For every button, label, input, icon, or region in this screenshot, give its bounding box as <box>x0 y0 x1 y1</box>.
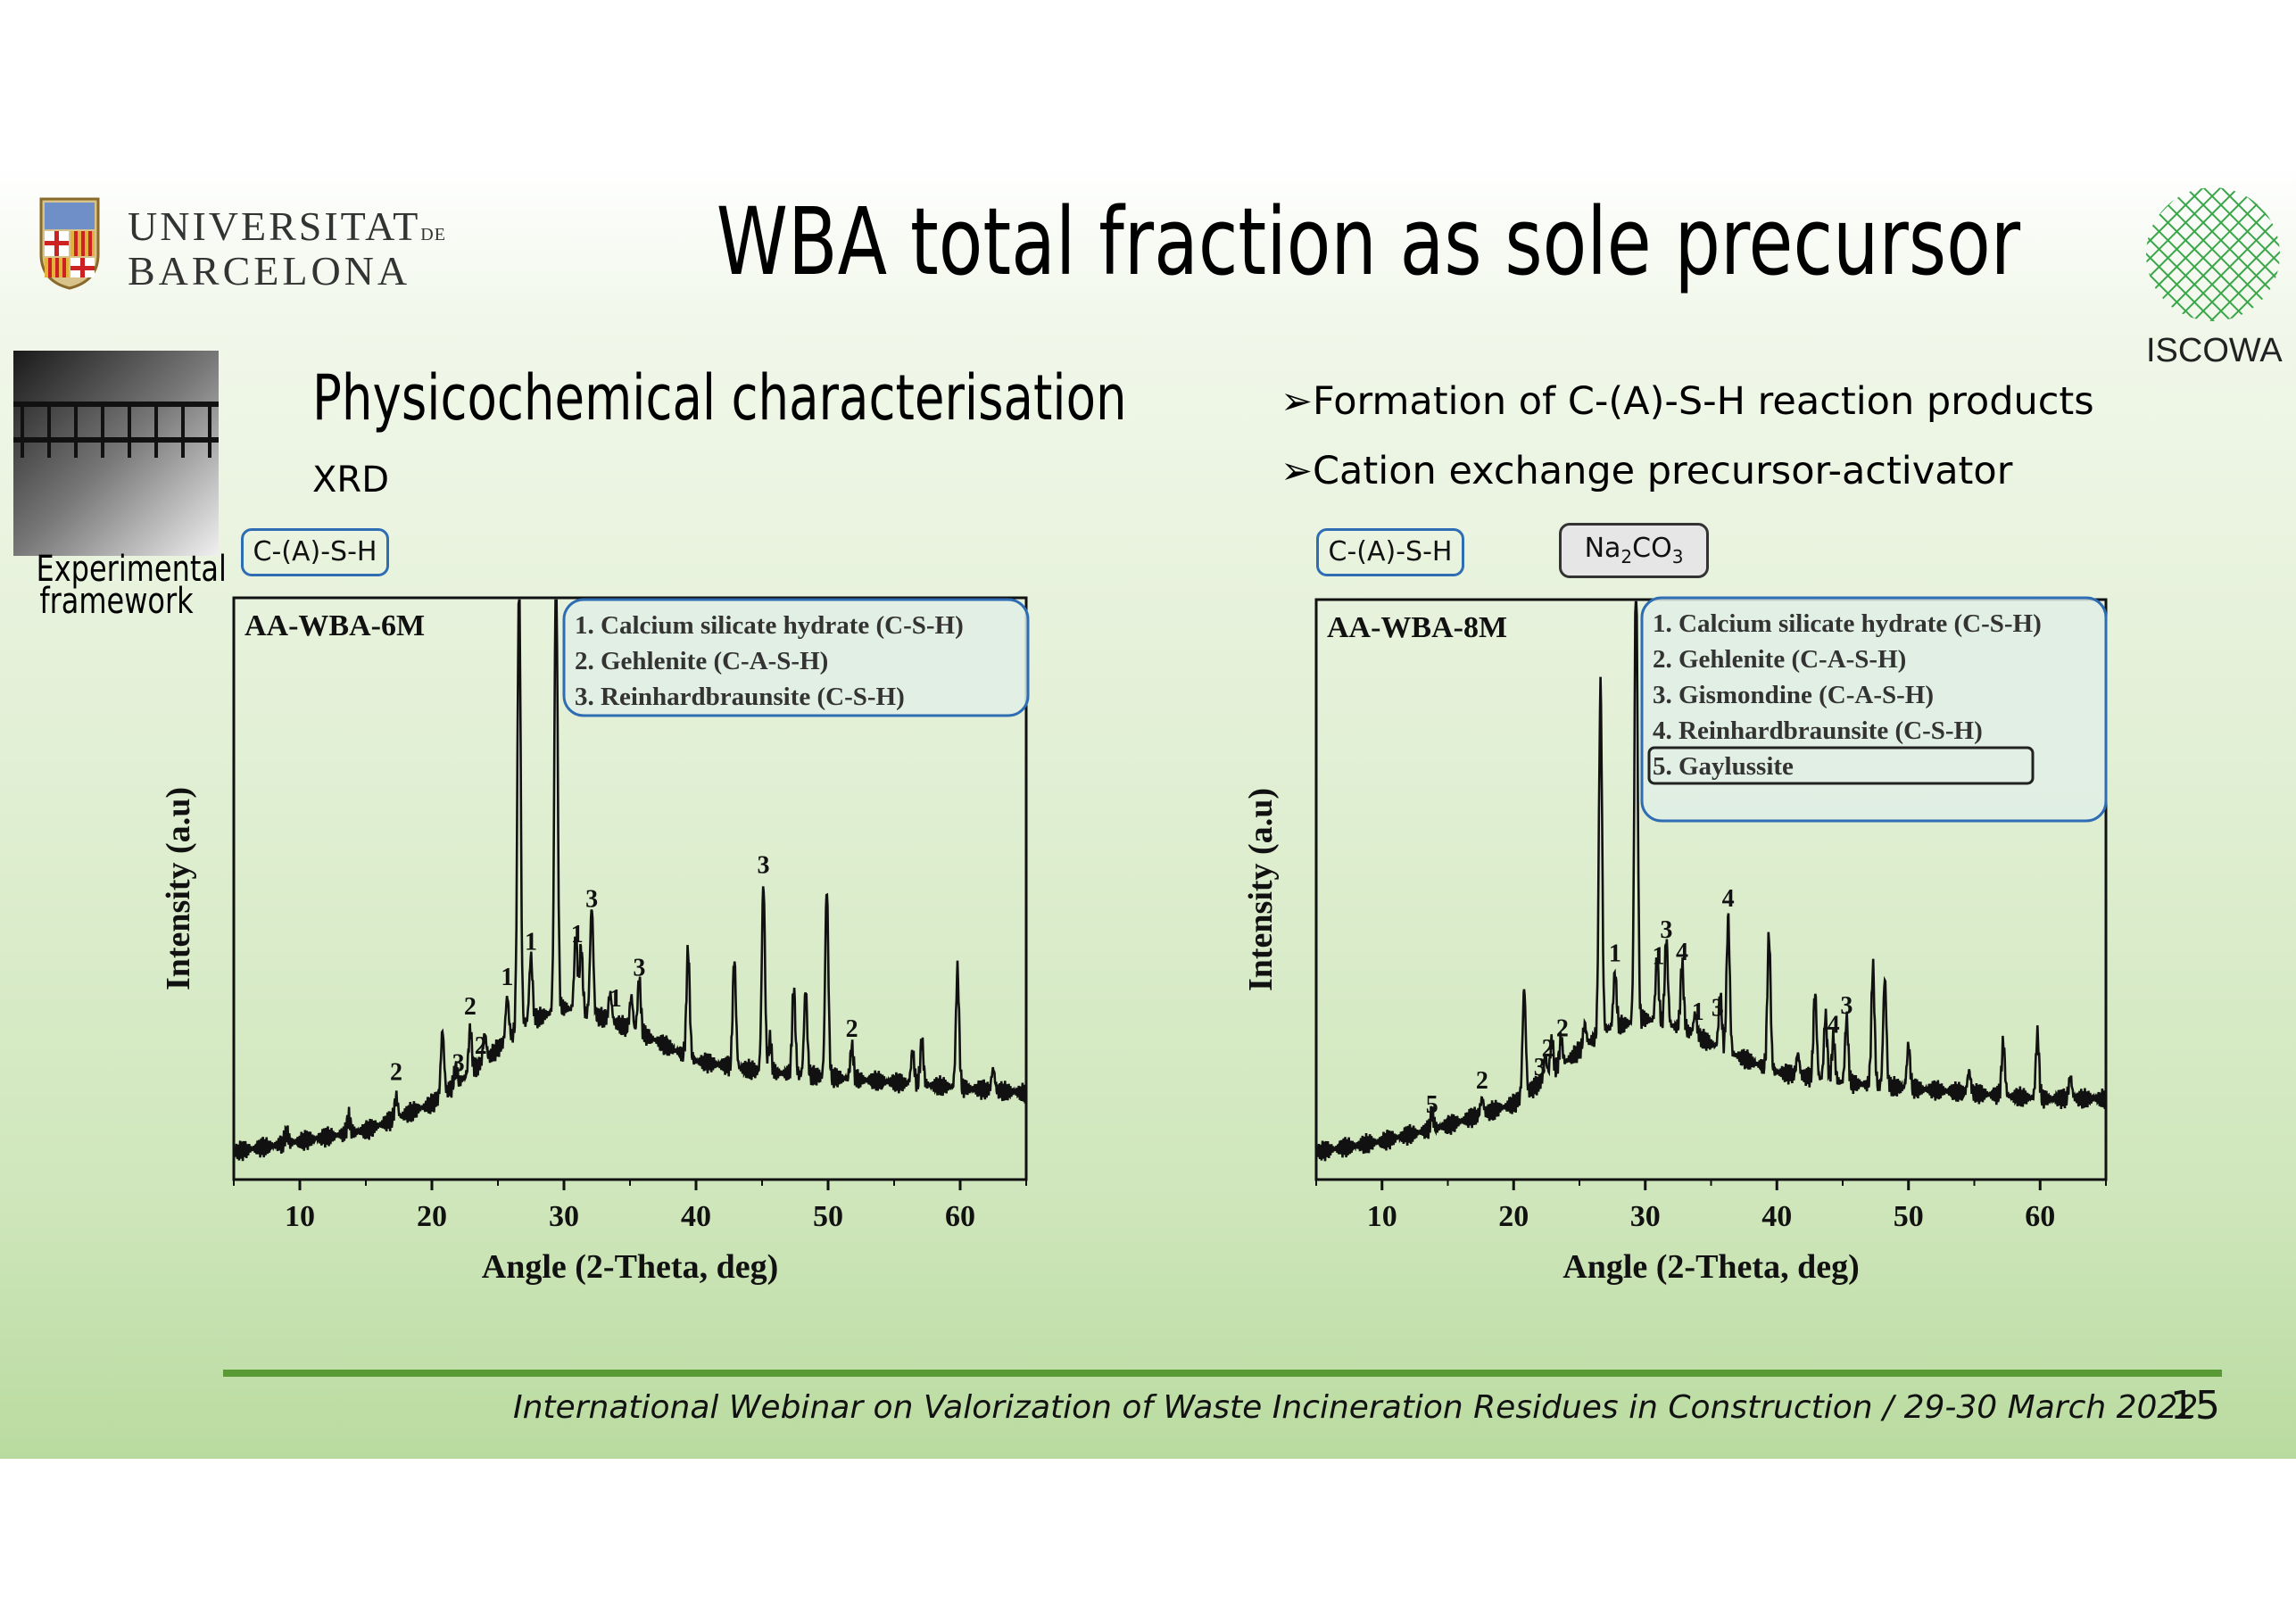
xrd-heading: XRD <box>312 460 389 501</box>
experimental-framework-image[interactable] <box>13 351 219 556</box>
peak-marker-label: 2 <box>846 1015 858 1043</box>
peak-marker-label: 2 <box>1476 1067 1488 1095</box>
xrd-chart-8m: 10 20 30 40 50 60 Angle (2-Theta, deg) Intensit… <box>1242 596 2108 1286</box>
peak-marker-label: 2 <box>390 1058 402 1086</box>
x-tick-label: 10 <box>285 1200 315 1233</box>
peak-marker-label: 2 <box>1542 1035 1554 1063</box>
university-logo: UNIVERSITATDE BARCELONA <box>34 192 445 299</box>
xrd-pattern-line <box>1314 600 2108 1162</box>
page-number: 15 <box>2170 1383 2220 1428</box>
sample-label: AA-WBA-6M <box>245 609 425 642</box>
peak-marker-label: 3 <box>452 1049 465 1077</box>
x-axis-label: Angle (2-Theta, deg) <box>482 1248 778 1286</box>
tag-na2co3: Na2CO3 <box>1559 523 1709 578</box>
legend-highlight-box <box>1647 746 2035 785</box>
x-axis-label: Angle (2-Theta, deg) <box>1562 1248 1859 1286</box>
legend-box <box>1640 596 2108 823</box>
bullet-cation-exchange: ➢Cation exchange precursor-activator <box>1281 449 2013 493</box>
xrd-chart-6m: 10 20 30 40 50 60 Angle (2-Theta, deg) Intensit… <box>161 596 1030 1286</box>
iscowa-label: ISCOWA <box>2146 332 2283 369</box>
y-axis-label: Intensity (a.u) <box>161 787 197 990</box>
x-tick-label: 40 <box>1761 1200 1792 1233</box>
bullet-formation: ➢Formation of C-(A)-S-H reaction product… <box>1281 379 2094 424</box>
x-tick-label: 10 <box>1367 1200 1397 1233</box>
peak-marker-label: 2 <box>475 1032 487 1060</box>
peak-marker-label: 2 <box>1556 1015 1569 1043</box>
peak-marker-label: 1 <box>1609 940 1621 967</box>
peak-marker-label: 4 <box>1722 885 1735 913</box>
legend-entry: 3. Reinhardbraunsite (C-S-H) <box>575 683 905 711</box>
university-name-line1: UNIVERSITATDE <box>128 203 446 249</box>
x-tick-label: 20 <box>417 1200 447 1233</box>
peak-marker-label: 2 <box>464 993 477 1021</box>
peak-marker-label: 1 <box>501 964 513 991</box>
legend-entry: 1. Calcium silicate hydrate (C-S-H) <box>575 611 964 640</box>
legend-box <box>562 598 1030 717</box>
legend-entry: 1. Calcium silicate hydrate (C-S-H) <box>1653 609 2042 638</box>
legend-entry: 2. Gehlenite (C-A-S-H) <box>1653 645 1906 674</box>
peak-marker-label: 1 <box>609 985 622 1013</box>
peak-marker-label: 5 <box>1426 1091 1438 1119</box>
footer-text: International Webinar on Valorization of… <box>513 1389 2199 1426</box>
x-tick-label: 50 <box>813 1200 843 1233</box>
peak-marker-label: 1 <box>1692 998 1704 1026</box>
xrd-pattern-line <box>232 599 1028 1162</box>
legend-entry: 5. Gaylussite <box>1653 752 1794 781</box>
peak-marker-label: 3 <box>585 886 598 914</box>
slide-title: WBA total fraction as sole precursor <box>716 187 2021 296</box>
iscowa-logo-icon <box>2146 187 2280 321</box>
y-axis-label: Intensity (a.u) <box>1242 788 1280 991</box>
legend-entry: 3. Gismondine (C-A-S-H) <box>1653 681 1934 709</box>
x-tick-label: 50 <box>1894 1200 1924 1233</box>
tag-left-csh: C-(A)-S-H <box>241 528 389 576</box>
peak-marker-label: 4 <box>1676 939 1688 966</box>
peak-marker-label: 1 <box>571 921 584 948</box>
peak-marker-label: 1 <box>525 929 537 956</box>
x-tick-label: 20 <box>1498 1200 1529 1233</box>
experimental-framework-label: Experimental framework <box>36 549 227 622</box>
peak-marker-label: 3 <box>757 851 769 879</box>
peak-marker-label: 4 <box>1828 1011 1840 1039</box>
peak-marker-label: 3 <box>1534 1054 1546 1081</box>
tag-right-csh: C-(A)-S-H <box>1316 528 1464 576</box>
university-shield-icon <box>39 197 100 290</box>
peak-marker-label: 3 <box>1712 995 1724 1023</box>
x-tick-label: 30 <box>549 1200 579 1233</box>
x-tick-label: 30 <box>1630 1200 1661 1233</box>
legend-entry: 4. Reinhardbraunsite (C-S-H) <box>1653 716 1983 745</box>
x-tick-label: 60 <box>2025 1200 2055 1233</box>
footer-divider <box>223 1370 2222 1377</box>
university-name-line2: BARCELONA <box>128 248 411 294</box>
x-tick-label: 60 <box>945 1200 975 1233</box>
peak-marker-label: 3 <box>633 955 645 982</box>
x-tick-label: 40 <box>681 1200 711 1233</box>
peak-marker-label: 3 <box>1660 916 1672 944</box>
peak-marker-label: 3 <box>1840 992 1853 1020</box>
legend-entry: 2. Gehlenite (C-A-S-H) <box>575 647 828 675</box>
peak-marker-label: 1 <box>1653 942 1665 970</box>
sample-label: AA-WBA-8M <box>1327 611 1507 644</box>
section-subtitle: Physicochemical characterisation <box>312 361 1127 435</box>
